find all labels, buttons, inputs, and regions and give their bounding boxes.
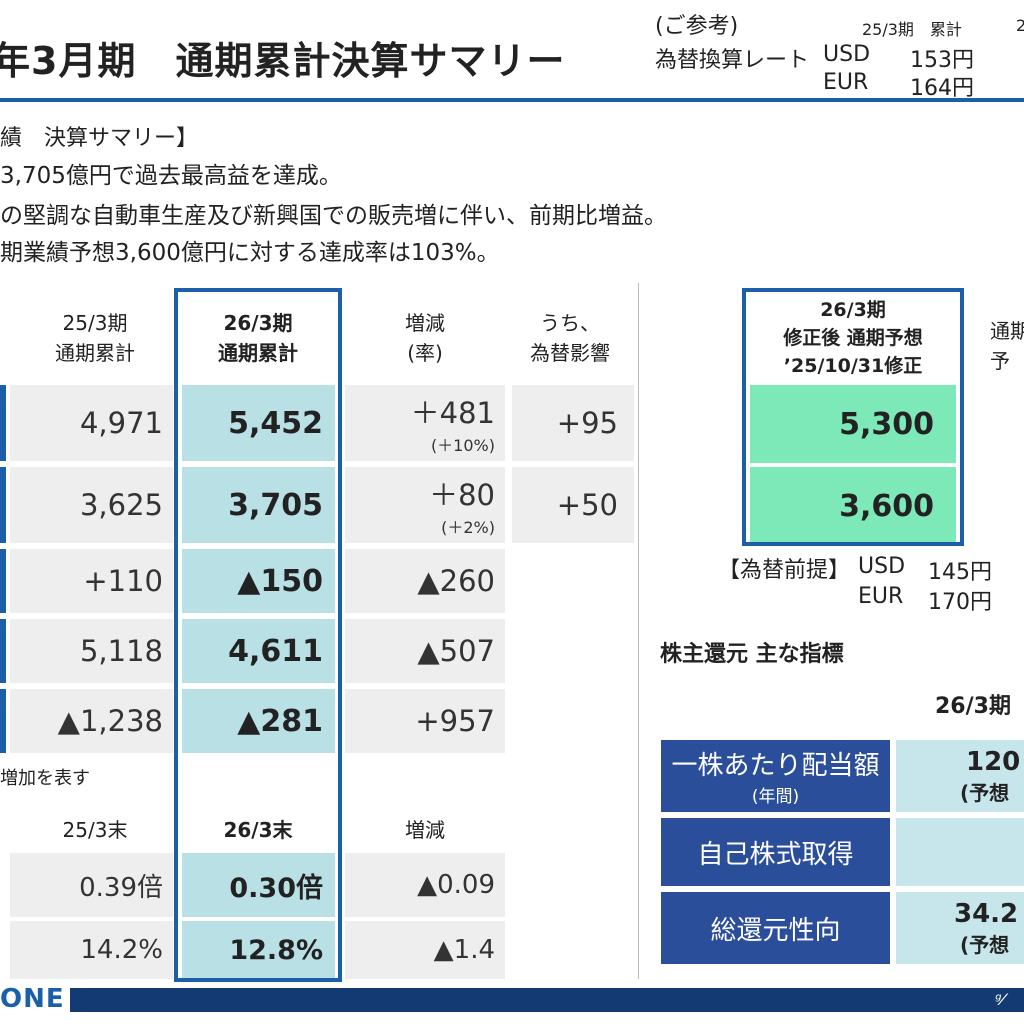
row-stub bbox=[0, 619, 6, 683]
row1-change: ＋481 (＋10%) bbox=[345, 385, 505, 461]
forecast-header-line2: 修正後 通期予想 bbox=[783, 327, 923, 349]
row5-curr: ▲281 bbox=[182, 689, 335, 753]
balance-row2-change: ▲1.4 bbox=[345, 921, 505, 979]
row3-curr: ▲150 bbox=[182, 549, 335, 613]
forecast-cut-header: 通期 予 bbox=[990, 316, 1024, 376]
row-stub bbox=[0, 467, 6, 543]
forecast-header-line1: 26/3期 bbox=[820, 299, 886, 321]
row2-curr: 3,705 bbox=[182, 467, 335, 543]
row-stub bbox=[0, 689, 6, 753]
dividend-sub: (年間) bbox=[751, 787, 800, 807]
returns-row1-value: 120 (予想 bbox=[896, 740, 1024, 812]
row1-curr: 5,452 bbox=[182, 385, 335, 461]
header-prev-line2: 通期累計 bbox=[55, 341, 135, 365]
forecast-usd-label: USD bbox=[858, 554, 906, 579]
payout-value: 34.2 bbox=[954, 898, 1019, 929]
row2-fx: +50 bbox=[512, 467, 634, 543]
row2-change: ＋80 (＋2%) bbox=[345, 467, 505, 543]
brand-logo: ONE bbox=[0, 984, 65, 1014]
header-fx-impact: うち、 為替影響 bbox=[505, 308, 635, 368]
rate-column-label-cut: 2 bbox=[1016, 16, 1024, 35]
title-divider bbox=[0, 98, 1024, 102]
header-curr-line1: 26/3期 bbox=[223, 311, 293, 335]
returns-row3-value: 34.2 (予想 bbox=[896, 892, 1024, 964]
fx-assumption-label: 【為替前提】 bbox=[718, 558, 851, 583]
highlights-heading: 績 決算サマリー】 bbox=[0, 126, 199, 151]
table-note: 増加を表す bbox=[0, 768, 90, 789]
header-change-line2: (率) bbox=[407, 341, 443, 365]
returns-row2-value bbox=[896, 818, 1024, 886]
highlight-line-1: 3,705億円で過去最高益を達成。 bbox=[0, 163, 342, 189]
buyback-label: 自己株式取得 bbox=[697, 839, 854, 870]
forecast-usd-rate: 145円 bbox=[928, 560, 992, 585]
balance-row2-curr: 12.8% bbox=[182, 921, 335, 979]
forecast-value-1: 5,300 bbox=[750, 385, 956, 463]
header-change: 増減 (率) bbox=[350, 308, 500, 368]
forecast-header: 26/3期 修正後 通期予想 ’25/10/31修正 bbox=[750, 296, 956, 380]
highlight-line-3: 期業績予想3,600億円に対する達成率は103%。 bbox=[0, 240, 500, 266]
returns-row1-label: 一株あたり配当額 (年間) bbox=[661, 740, 890, 812]
returns-row3-label: 総還元性向 bbox=[661, 892, 890, 964]
header-curr-period: 26/3期 通期累計 bbox=[180, 308, 336, 368]
balance-row1-prev: 0.39倍 bbox=[10, 853, 173, 917]
row1-change-value: ＋481 bbox=[410, 396, 495, 430]
forecast-value-2: 3,600 bbox=[750, 467, 956, 545]
returns-col-header: 26/3期 bbox=[935, 694, 1011, 719]
rate-label: 為替換算レート bbox=[655, 48, 810, 73]
rate-column-label: 25/3期 累計 bbox=[862, 20, 962, 39]
page-title: 年3月期 通期累計決算サマリー bbox=[0, 39, 566, 83]
payout-label: 総還元性向 bbox=[710, 915, 841, 946]
forecast-eur-label: EUR bbox=[858, 584, 904, 609]
balance-header-curr: 26/3末 bbox=[223, 818, 293, 842]
row2-change-value: ＋80 bbox=[429, 478, 495, 512]
header-change-line1: 増減 bbox=[405, 311, 445, 335]
row-stub bbox=[0, 385, 6, 461]
footer-bar bbox=[70, 988, 1024, 1012]
forecast-cut-line1: 通期 bbox=[990, 319, 1024, 343]
balance-header-change: 増減 bbox=[405, 818, 445, 842]
usd-label: USD bbox=[823, 42, 871, 67]
forecast-header-line3: ’25/10/31修正 bbox=[783, 355, 923, 377]
forecast-eur-rate: 170円 bbox=[928, 590, 992, 615]
row2-change-rate: (＋2%) bbox=[441, 518, 495, 537]
reference-label: (ご参考) bbox=[655, 14, 739, 39]
header-prev-line1: 25/3期 bbox=[62, 311, 128, 335]
row4-change: ▲507 bbox=[345, 619, 505, 683]
row1-change-rate: (＋10%) bbox=[430, 436, 495, 455]
row4-curr: 4,611 bbox=[182, 619, 335, 683]
returns-row2-label: 自己株式取得 bbox=[661, 818, 890, 886]
dividend-value: 120 bbox=[966, 746, 1021, 777]
row1-prev: 4,971 bbox=[10, 385, 173, 461]
header-curr-line2: 通期累計 bbox=[218, 341, 298, 365]
balance-row2-prev: 14.2% bbox=[10, 921, 173, 979]
forecast-cut-line2: 予 bbox=[990, 349, 1010, 373]
row4-prev: 5,118 bbox=[10, 619, 173, 683]
row5-change: +957 bbox=[345, 689, 505, 753]
row-stub bbox=[0, 549, 6, 613]
balance-row1-change: ▲0.09 bbox=[345, 853, 505, 917]
usd-rate: 153円 bbox=[910, 48, 974, 73]
current-period-frame bbox=[174, 288, 342, 982]
section-divider bbox=[638, 283, 639, 979]
balance-row1-curr: 0.30倍 bbox=[182, 853, 335, 917]
payout-value-sub: (予想 bbox=[960, 932, 1010, 957]
dividend-value-sub: (予想 bbox=[960, 780, 1010, 805]
row3-change: ▲260 bbox=[345, 549, 505, 613]
dividend-label: 一株あたり配当額 bbox=[671, 751, 880, 781]
eur-rate: 164円 bbox=[910, 76, 974, 101]
balance-header-prev: 25/3末 bbox=[62, 818, 128, 842]
row1-fx: +95 bbox=[512, 385, 634, 461]
forecast-frame bbox=[742, 288, 964, 546]
header-prev-period: 25/3期 通期累計 bbox=[20, 308, 170, 368]
row5-prev: ▲1,238 bbox=[10, 689, 173, 753]
highlight-line-2: の堅調な自動車生産及び新興国での販売増に伴い、前期比増益。 bbox=[0, 203, 667, 229]
eur-label: EUR bbox=[823, 70, 869, 95]
row3-prev: +110 bbox=[10, 549, 173, 613]
header-fx-line1: うち、 bbox=[540, 311, 600, 335]
row2-prev: 3,625 bbox=[10, 467, 173, 543]
header-fx-line2: 為替影響 bbox=[530, 341, 610, 365]
returns-heading: 株主還元 主な指標 bbox=[660, 642, 844, 667]
footer-mark-icon: ᵍ⁄ bbox=[995, 990, 1005, 1009]
